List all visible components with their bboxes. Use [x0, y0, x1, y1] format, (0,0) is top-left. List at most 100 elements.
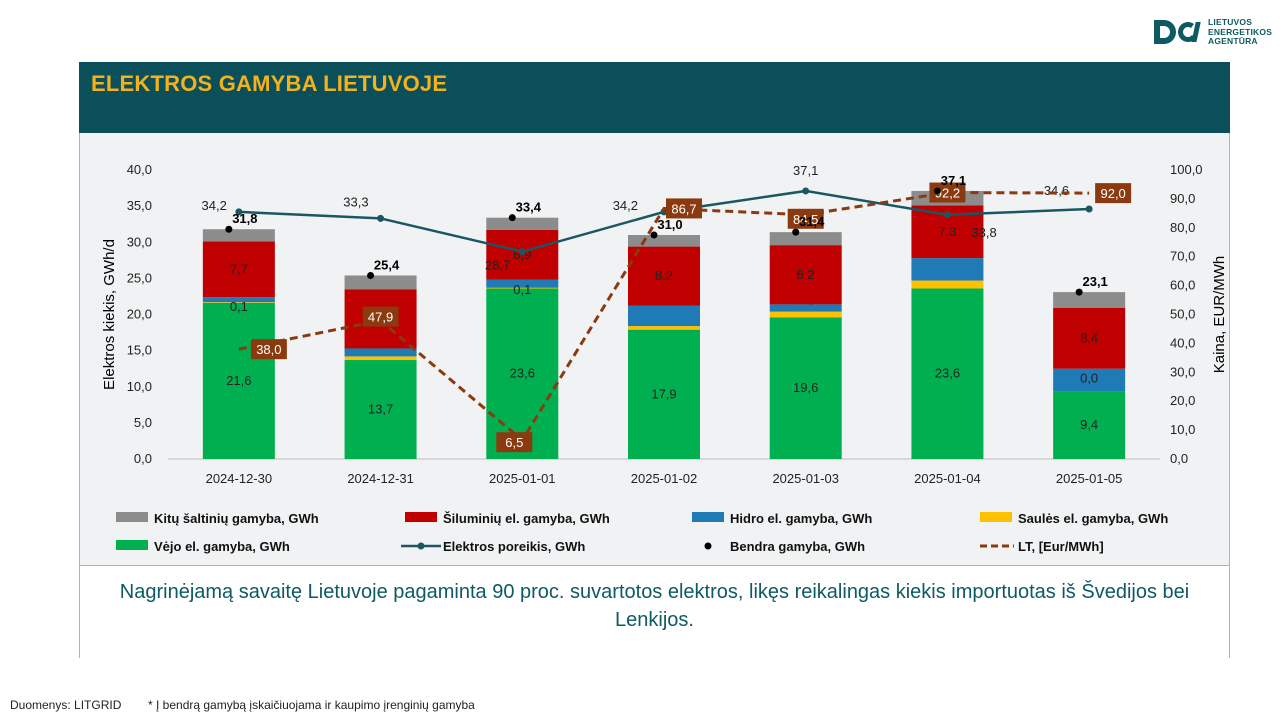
- demand-data-label: 34,6: [1044, 183, 1069, 198]
- bar-data-label: 7,7: [230, 261, 248, 276]
- x-tick-label: 2024-12-30: [206, 471, 273, 486]
- bar-data-label: 17,9: [651, 386, 676, 401]
- total-production-marker: [933, 187, 941, 195]
- legend-label: Saulės el. gamyba, GWh: [1018, 511, 1168, 526]
- bar-data-label: 8,4: [1080, 330, 1098, 345]
- y2-tick-label: 30,0: [1170, 364, 1195, 379]
- price-label-box: [666, 198, 702, 219]
- y2-tick-label: 70,0: [1170, 249, 1195, 264]
- demand-point: [377, 214, 385, 222]
- y2-tick-label: 90,0: [1170, 191, 1195, 206]
- demand-data-label: 33,3: [343, 194, 368, 209]
- bar-data-label: 7,3: [938, 224, 956, 239]
- summary-box: Nagrinėjamą savaitę Lietuvoje pagaminta …: [80, 565, 1229, 658]
- y-tick-label: 25,0: [127, 270, 152, 285]
- bar-data-label: 21,6: [226, 373, 251, 388]
- price-data-label: 92,0: [1100, 186, 1125, 201]
- thermal-bar-segment: [769, 245, 842, 305]
- bar-data-label: 8,2: [797, 267, 815, 282]
- y-tick-label: 0,0: [134, 451, 152, 466]
- y2-tick-label: 10,0: [1170, 422, 1195, 437]
- legend-swatch: [116, 512, 148, 522]
- x-tick-label: 2025-01-04: [914, 471, 981, 486]
- y2-tick-label: 20,0: [1170, 393, 1195, 408]
- y-tick-label: 40,0: [127, 162, 152, 177]
- price-data-label: 38,0: [256, 342, 281, 357]
- total-data-label: 31,4: [799, 214, 825, 229]
- y-tick-label: 20,0: [127, 307, 152, 322]
- bar-data-label: 13,7: [368, 402, 393, 417]
- hydro-bar-segment: [769, 304, 842, 312]
- other-bar-segment: [1053, 292, 1126, 308]
- x-tick-label: 2024-12-31: [347, 471, 414, 486]
- y-tick-label: 15,0: [127, 343, 152, 358]
- demand-point: [235, 208, 243, 216]
- demand-point: [943, 211, 951, 219]
- other-bar-segment: [628, 235, 700, 247]
- price-label-box: [250, 339, 287, 360]
- hydro-bar-segment: [628, 305, 700, 327]
- demand-data-label: 37,1: [793, 163, 818, 178]
- total-production-marker: [650, 231, 658, 239]
- other-bar-segment: [769, 232, 842, 246]
- wind-bar-segment: [486, 288, 559, 459]
- logo-line-2: ENERGETIKOS: [1208, 26, 1273, 37]
- bar-data-label: 0,1: [230, 299, 248, 314]
- solar-bar-segment: [486, 287, 559, 289]
- y2-tick-label: 100,0: [1170, 162, 1203, 177]
- hydro-bar-segment: [344, 348, 417, 357]
- price-label-box: [496, 432, 533, 453]
- price-label-box: [1095, 183, 1132, 204]
- agency-logo: LIETUVOS ENERGETIKOS AGENTŪRA: [1150, 16, 1273, 56]
- demand-data-label: 34,2: [202, 198, 227, 213]
- total-production-marker: [1075, 288, 1083, 296]
- legend-swatch-marker: [417, 542, 425, 550]
- logo-line-1: LIETUVOS: [1208, 17, 1253, 27]
- chart-area: 0,0 5,0 10,0 15,0 20,0 25,0 30,0 35,0 40,0 0,0 10,…: [80, 133, 1229, 565]
- demand-point: [1085, 205, 1093, 213]
- y-tick-label: 5,0: [134, 415, 152, 430]
- thermal-bar-segment: [628, 246, 700, 306]
- hydro-bar-segment: [202, 297, 275, 303]
- price-label-box: [362, 306, 399, 327]
- bar-data-label: 19,6: [793, 380, 818, 395]
- price-label-box: [929, 182, 966, 203]
- solar-bar-segment: [628, 326, 700, 330]
- legend-label: Kitų šaltinių gamyba, GWh: [154, 511, 319, 526]
- bar-data-label: 9,4: [1080, 417, 1098, 432]
- legend-swatch: [704, 542, 712, 550]
- y2-tick-label: 40,0: [1170, 335, 1195, 350]
- solar-bar-segment: [769, 311, 842, 318]
- y2-axis-title: Kaina, EUR/MWh: [1211, 256, 1228, 374]
- solar-bar-segment: [202, 302, 275, 303]
- legend-label: LT, [Eur/MWh]: [1018, 539, 1104, 554]
- y-tick-label: 35,0: [127, 198, 152, 213]
- x-tick-label: 2025-01-05: [1056, 471, 1123, 486]
- other-bar-segment: [344, 275, 417, 290]
- bar-data-label: 8,2: [655, 268, 673, 283]
- thermal-bar-segment: [1053, 307, 1126, 369]
- logo-mark-icon: [1154, 20, 1201, 44]
- total-data-label: 25,4: [374, 257, 400, 272]
- price-data-label: 86,7: [671, 201, 696, 216]
- legend-label: Bendra gamyba, GWh: [730, 539, 865, 554]
- demand-data-label: 34,2: [613, 198, 638, 213]
- wind-bar-segment: [769, 317, 842, 459]
- y-tick-label: 30,0: [127, 234, 152, 249]
- y2-tick-label: 80,0: [1170, 220, 1195, 235]
- legend-swatch: [405, 512, 437, 522]
- legend-label: Šiluminių el. gamyba, GWh: [443, 511, 610, 526]
- y2-tick-label: 60,0: [1170, 278, 1195, 293]
- demand-point: [518, 248, 526, 256]
- bar-data-label: 0,0: [1080, 371, 1098, 386]
- other-bar-segment: [202, 229, 275, 242]
- legend-swatch: [116, 540, 148, 550]
- page-title: ELEKTROS GAMYBA LIETUVOJE: [91, 71, 448, 96]
- hydro-bar-segment: [486, 279, 559, 288]
- total-data-label: 33,4: [516, 200, 542, 215]
- price-data-label: 47,9: [368, 310, 393, 325]
- bar-data-label: 23,6: [510, 366, 535, 381]
- price-data-label: 92,2: [935, 186, 960, 201]
- x-tick-label: 2025-01-02: [631, 471, 698, 486]
- legend-label: Hidro el. gamyba, GWh: [730, 511, 872, 526]
